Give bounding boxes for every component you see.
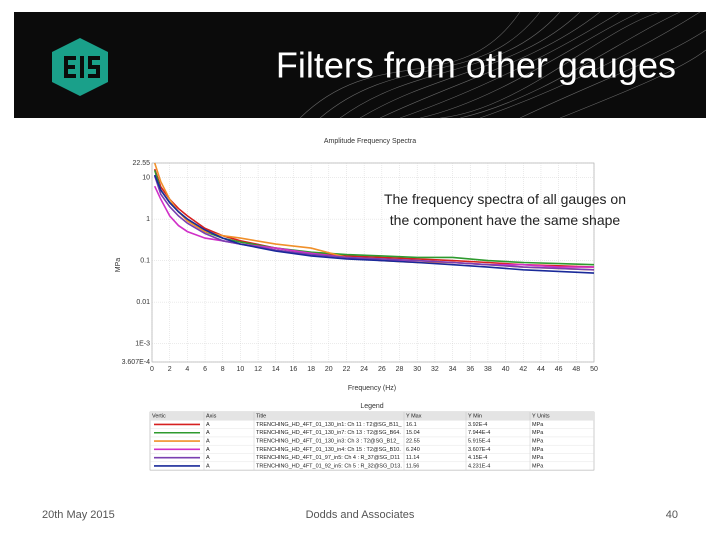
- x-tick-label: 18: [307, 366, 315, 373]
- x-axis-label: Frequency (Hz): [348, 385, 396, 392]
- y-tick-label: 10: [142, 174, 150, 181]
- x-tick-label: 46: [555, 366, 563, 373]
- y-tick-label: 1: [146, 216, 150, 223]
- legend-cell: 3.92E-4: [468, 422, 487, 428]
- legend-header: Y Min: [468, 414, 482, 420]
- x-tick-label: 2: [168, 366, 172, 373]
- x-tick-label: 6: [203, 366, 207, 373]
- legend-cell: 3.607E-4: [468, 447, 490, 453]
- logo: [52, 38, 108, 96]
- x-tick-label: 26: [378, 366, 386, 373]
- legend-header: Y Units: [532, 414, 550, 420]
- legend-entry: TRENCHING_HD_4FT_01_130_in3: Ch 3 : T2@S…: [256, 439, 400, 445]
- x-tick-label: 50: [590, 366, 598, 373]
- x-tick-label: 8: [221, 366, 225, 373]
- x-tick-label: 30: [413, 366, 421, 373]
- legend-cell: MPa: [532, 439, 544, 445]
- slide-title: Filters from other gauges: [276, 45, 676, 86]
- legend-cell: MPa: [532, 422, 544, 428]
- legend-header: Title: [256, 414, 266, 420]
- legend-cell: 11.56: [406, 463, 419, 469]
- legend-cell: MPa: [532, 447, 544, 453]
- series-line: [153, 175, 595, 271]
- legend-cell: 4.15E-4: [468, 455, 487, 461]
- legend-entry: TRENCHING_HD_4FT_01_130_in4: Ch 15 : T2@…: [256, 447, 401, 453]
- legend-cell: 6.240: [406, 447, 420, 453]
- legend-cell: MPa: [532, 463, 544, 469]
- x-tick-label: 0: [150, 366, 154, 373]
- legend-cell: 15.04: [406, 430, 420, 436]
- x-tick-label: 42: [519, 366, 527, 373]
- legend-cell: 22.55: [406, 439, 420, 445]
- header-waves: [299, 11, 707, 119]
- x-tick-label: 28: [396, 366, 404, 373]
- y-tick-label: 22.55: [132, 160, 150, 167]
- legend-header-bg: [150, 412, 594, 421]
- legend-cell: A: [206, 447, 210, 453]
- y-axis-label: MPa: [115, 258, 122, 273]
- x-tick-label: 20: [325, 366, 333, 373]
- legend-cell: A: [206, 463, 210, 469]
- x-tick-label: 48: [572, 366, 580, 373]
- legend-cell: 5.915E-4: [468, 439, 490, 445]
- legend-header: Y Max: [406, 414, 422, 420]
- y-tick-label: 1E-3: [135, 340, 150, 347]
- series-line: [153, 174, 595, 274]
- legend-cell: 11.14: [406, 455, 419, 461]
- legend-table: [149, 411, 595, 471]
- x-tick-label: 24: [360, 366, 368, 373]
- y-tick-label: 0.01: [136, 299, 150, 306]
- x-tick-label: 4: [185, 366, 189, 373]
- x-tick-label: 14: [272, 366, 280, 373]
- x-tick-label: 16: [290, 366, 298, 373]
- legend-entry: TRENCHING_HD_4FT_01_92_in5: Ch 5 : R_32@…: [256, 463, 402, 469]
- legend-header: Axis: [206, 414, 217, 420]
- legend-cell: A: [206, 422, 210, 428]
- x-tick-label: 36: [466, 366, 474, 373]
- legend-header: Vertic: [152, 414, 166, 420]
- legend-title: Legend: [360, 403, 383, 410]
- x-tick-label: 22: [343, 366, 351, 373]
- legend-cell: A: [206, 430, 210, 436]
- x-tick-label: 44: [537, 366, 545, 373]
- legend-cell: MPa: [532, 455, 544, 461]
- legend-cell: A: [206, 439, 210, 445]
- footer-date: 20th May 2015: [42, 509, 115, 521]
- legend-cell: 4.231E-4: [468, 463, 490, 469]
- x-tick-label: 34: [449, 366, 457, 373]
- legend-cell: 7.944E-4: [468, 430, 490, 436]
- y-tick-label: 3.607E-4: [122, 359, 151, 366]
- legend-entry: TRENCHING_HD_4FT_01_130_in1: Ch 11 : T2@…: [256, 422, 403, 428]
- chart-title: Amplitude Frequency Spectra: [324, 138, 416, 145]
- legend-cell: 16.1: [406, 422, 417, 428]
- x-tick-label: 40: [502, 366, 510, 373]
- y-tick-label: 0.1: [140, 257, 150, 264]
- x-tick-label: 32: [431, 366, 439, 373]
- x-tick-label: 10: [237, 366, 245, 373]
- page-number: 40: [666, 509, 678, 521]
- legend-entry: TRENCHING_HD_4FT_01_130_in7: Ch 13 : T2@…: [256, 430, 401, 436]
- legend-cell: MPa: [532, 430, 544, 436]
- x-tick-label: 38: [484, 366, 492, 373]
- footer-company: Dodds and Associates: [306, 509, 415, 521]
- x-tick-label: 12: [254, 366, 262, 373]
- annotation: The frequency spectra of all gauges on th…: [384, 191, 626, 228]
- legend-entry: TRENCHING_HD_4FT_01_97_in5: Ch 4 : R_37@…: [256, 455, 400, 461]
- legend-cell: A: [206, 455, 210, 461]
